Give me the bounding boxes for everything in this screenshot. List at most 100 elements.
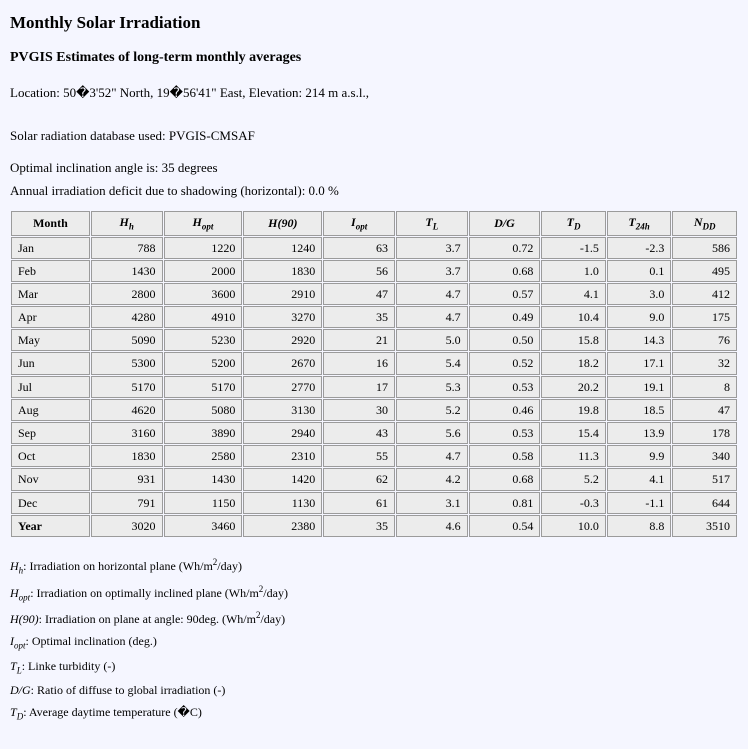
- table-row: Nov93114301420624.20.685.24.1517: [11, 468, 737, 490]
- value-cell: 340: [672, 445, 737, 467]
- value-cell: 1130: [243, 492, 322, 514]
- value-cell: 5200: [164, 352, 243, 374]
- month-cell: Apr: [11, 306, 90, 328]
- value-cell: 1830: [91, 445, 163, 467]
- table-row: Dec79111501130613.10.81-0.3-1.1644: [11, 492, 737, 514]
- value-cell: 9.0: [607, 306, 672, 328]
- value-cell: 2910: [243, 283, 322, 305]
- month-cell: May: [11, 329, 90, 351]
- month-cell: Feb: [11, 260, 90, 282]
- value-cell: 32: [672, 352, 737, 374]
- value-cell: 0.54: [469, 515, 541, 537]
- value-cell: 5080: [164, 399, 243, 421]
- table-head: MonthHhHoptH(90)IoptTLD/GTDT24hNDD: [11, 211, 737, 236]
- value-cell: 4.7: [396, 306, 468, 328]
- col-t_l: TL: [396, 211, 468, 236]
- value-cell: 0.1: [607, 260, 672, 282]
- value-cell: 0.68: [469, 468, 541, 490]
- definition-line: TD: Average daytime temperature (�C): [10, 704, 738, 723]
- table-row: Year302034602380354.60.5410.08.83510: [11, 515, 737, 537]
- value-cell: 586: [672, 237, 737, 259]
- table-body: Jan78812201240633.70.72-1.5-2.3586Feb143…: [11, 237, 737, 537]
- month-cell: Year: [11, 515, 90, 537]
- value-cell: 5230: [164, 329, 243, 351]
- value-cell: 2770: [243, 376, 322, 398]
- value-cell: 5.0: [396, 329, 468, 351]
- value-cell: 0.72: [469, 237, 541, 259]
- table-row: Apr428049103270354.70.4910.49.0175: [11, 306, 737, 328]
- value-cell: 5300: [91, 352, 163, 374]
- month-cell: Jun: [11, 352, 90, 374]
- value-cell: 43: [323, 422, 395, 444]
- value-cell: 2380: [243, 515, 322, 537]
- value-cell: 16: [323, 352, 395, 374]
- value-cell: 3.7: [396, 237, 468, 259]
- col-n_dd: NDD: [672, 211, 737, 236]
- value-cell: 2940: [243, 422, 322, 444]
- value-cell: 644: [672, 492, 737, 514]
- value-cell: 4910: [164, 306, 243, 328]
- value-cell: 20.2: [541, 376, 606, 398]
- value-cell: 56: [323, 260, 395, 282]
- value-cell: 17.1: [607, 352, 672, 374]
- value-cell: 931: [91, 468, 163, 490]
- value-cell: 1150: [164, 492, 243, 514]
- value-cell: 19.1: [607, 376, 672, 398]
- value-cell: 791: [91, 492, 163, 514]
- value-cell: 19.8: [541, 399, 606, 421]
- month-cell: Mar: [11, 283, 90, 305]
- col-t_24h: T24h: [607, 211, 672, 236]
- definition-line: Hopt: Irradiation on optimally inclined …: [10, 583, 738, 604]
- value-cell: 0.50: [469, 329, 541, 351]
- value-cell: 3460: [164, 515, 243, 537]
- value-cell: 15.4: [541, 422, 606, 444]
- definition-line: Iopt: Optimal inclination (deg.): [10, 633, 738, 652]
- value-cell: 4.2: [396, 468, 468, 490]
- table-row: Jun530052002670165.40.5218.217.132: [11, 352, 737, 374]
- col-d/g: D/G: [469, 211, 541, 236]
- value-cell: 5090: [91, 329, 163, 351]
- value-cell: 178: [672, 422, 737, 444]
- col-t_d: TD: [541, 211, 606, 236]
- value-cell: 11.3: [541, 445, 606, 467]
- value-cell: 175: [672, 306, 737, 328]
- table-row: Aug462050803130305.20.4619.818.547: [11, 399, 737, 421]
- value-cell: 5.3: [396, 376, 468, 398]
- col-h_opt: Hopt: [164, 211, 243, 236]
- value-cell: 8: [672, 376, 737, 398]
- value-cell: 5.6: [396, 422, 468, 444]
- irradiation-table: MonthHhHoptH(90)IoptTLD/GTDT24hNDD Jan78…: [10, 210, 738, 538]
- value-cell: 0.58: [469, 445, 541, 467]
- table-row: Feb143020001830563.70.681.00.1495: [11, 260, 737, 282]
- value-cell: 0.46: [469, 399, 541, 421]
- value-cell: 5170: [91, 376, 163, 398]
- value-cell: 2310: [243, 445, 322, 467]
- value-cell: 5.4: [396, 352, 468, 374]
- value-cell: 4.1: [607, 468, 672, 490]
- month-cell: Dec: [11, 492, 90, 514]
- value-cell: 4280: [91, 306, 163, 328]
- definition-line: TL: Linke turbidity (-): [10, 658, 738, 677]
- value-cell: 4.7: [396, 283, 468, 305]
- value-cell: 76: [672, 329, 737, 351]
- value-cell: -1.5: [541, 237, 606, 259]
- value-cell: 2800: [91, 283, 163, 305]
- value-cell: 3160: [91, 422, 163, 444]
- value-cell: 0.68: [469, 260, 541, 282]
- value-cell: 0.49: [469, 306, 541, 328]
- value-cell: 3600: [164, 283, 243, 305]
- value-cell: 2920: [243, 329, 322, 351]
- value-cell: 8.8: [607, 515, 672, 537]
- deficit-line: Annual irradiation deficit due to shadow…: [10, 182, 738, 200]
- value-cell: 3.1: [396, 492, 468, 514]
- definition-line: D/G: Ratio of diffuse to global irradiat…: [10, 682, 738, 698]
- value-cell: 3.7: [396, 260, 468, 282]
- value-cell: 30: [323, 399, 395, 421]
- value-cell: 1220: [164, 237, 243, 259]
- value-cell: 1430: [91, 260, 163, 282]
- value-cell: 63: [323, 237, 395, 259]
- value-cell: 1430: [164, 468, 243, 490]
- value-cell: 0.81: [469, 492, 541, 514]
- value-cell: 9.9: [607, 445, 672, 467]
- value-cell: 0.53: [469, 376, 541, 398]
